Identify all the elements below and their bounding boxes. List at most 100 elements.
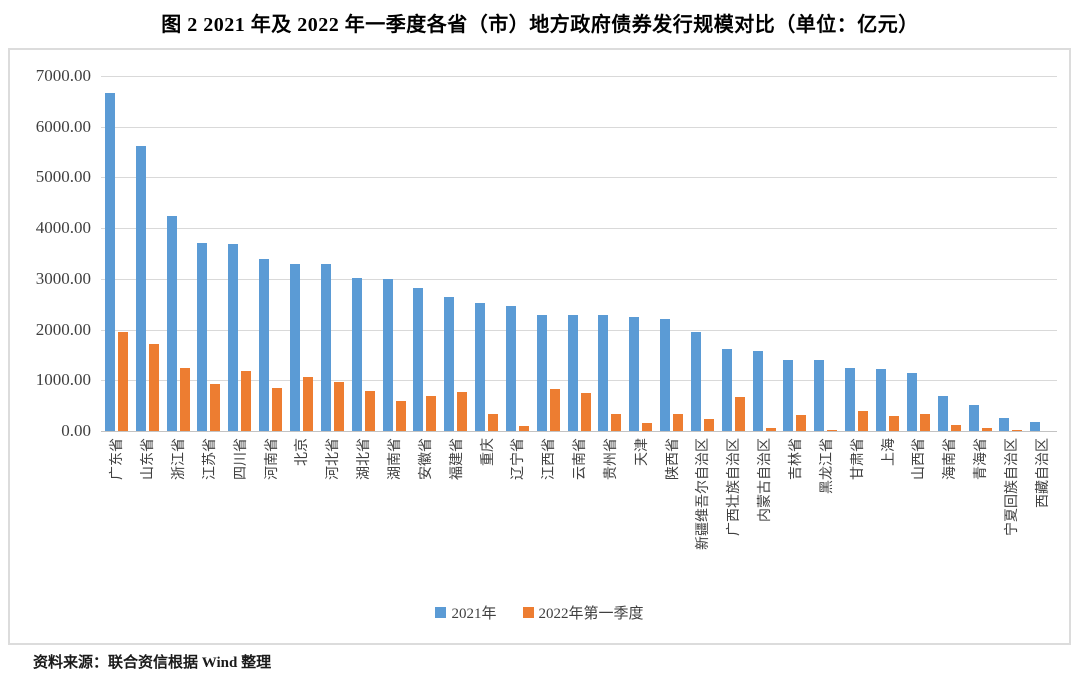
x-axis-label-text: 安徽省 <box>418 438 434 480</box>
x-axis-label: 重庆 <box>471 431 502 593</box>
bar-group <box>965 76 996 431</box>
x-axis-label-text: 湖北省 <box>357 438 373 480</box>
x-axis-label: 河南省 <box>255 431 286 593</box>
bar-2021 <box>567 314 578 431</box>
x-axis-label-text: 甘肃省 <box>850 438 866 480</box>
x-axis-label-text: 北京 <box>295 438 311 466</box>
x-axis-label: 新疆维吾尔自治区 <box>687 431 718 593</box>
bar-2021 <box>104 92 115 431</box>
bar-group <box>348 76 379 431</box>
chart-area: 7000.00 6000.00 5000.00 4000.00 3000.00 2000.… <box>8 48 1071 645</box>
bar-2022q1 <box>734 397 745 431</box>
x-axis-label: 陕西省 <box>656 431 687 593</box>
bar-2022q1 <box>364 390 375 431</box>
bar-2021 <box>382 278 393 431</box>
gridline <box>101 380 1057 382</box>
x-axis-label: 湖南省 <box>379 431 410 593</box>
bar-2021 <box>598 315 609 431</box>
bar-2021 <box>259 258 270 431</box>
x-axis-label-text: 海南省 <box>943 438 959 480</box>
x-axis-label: 吉林省 <box>780 431 811 593</box>
bar-2022q1 <box>919 413 930 431</box>
bar-2021 <box>876 369 887 431</box>
x-axis-label: 天津 <box>625 431 656 593</box>
bar-group <box>317 76 348 431</box>
x-axis-label: 贵州省 <box>595 431 626 593</box>
plot-area: 7000.00 6000.00 5000.00 4000.00 3000.00 2000.… <box>36 66 1057 550</box>
source-note: 资料来源：联合资信根据 Wind 整理 <box>33 655 272 671</box>
x-axis-label-text: 陕西省 <box>665 438 681 480</box>
x-axis-label: 辽宁省 <box>502 431 533 593</box>
x-axis-label: 浙江省 <box>163 431 194 593</box>
x-axis-label-text: 云南省 <box>573 438 589 480</box>
bar-2021 <box>135 146 146 431</box>
x-axis-label-text: 吉林省 <box>788 438 804 480</box>
bar-2022q1 <box>642 423 653 431</box>
x-axis-label-text: 新疆维吾尔自治区 <box>696 438 712 550</box>
gridline <box>101 177 1057 179</box>
bar-group <box>625 76 656 431</box>
bar-2021 <box>752 351 763 431</box>
bar-2021 <box>413 288 424 431</box>
gridline <box>101 329 1057 331</box>
x-axis-label-text: 内蒙古自治区 <box>758 438 774 522</box>
bar-2022q1 <box>796 415 807 431</box>
bar-2022q1 <box>889 415 900 431</box>
bar-2022q1 <box>518 425 529 431</box>
x-axis-label-text: 四川省 <box>233 438 249 480</box>
x-axis-label-text: 河南省 <box>264 438 280 480</box>
x-axis-label-text: 福建省 <box>449 438 465 480</box>
bar-2022q1 <box>858 410 869 431</box>
bar-2021 <box>1030 422 1041 431</box>
bar-2022q1 <box>488 414 499 431</box>
bar-2022q1 <box>426 396 437 431</box>
x-axis-label: 河北省 <box>317 431 348 593</box>
bar-2022q1 <box>117 331 128 431</box>
bar-2021 <box>629 316 640 431</box>
x-axis-label: 云南省 <box>564 431 595 593</box>
y-axis-tick-label: 1000.00 <box>35 370 91 390</box>
bar-group <box>841 76 872 431</box>
bar-group <box>255 76 286 431</box>
bar-2021 <box>937 395 948 431</box>
bars-row <box>101 76 1057 431</box>
bar-2021 <box>783 359 794 431</box>
bar-2021 <box>721 348 732 431</box>
x-axis-label-text: 湖南省 <box>388 438 404 480</box>
legend-item: 2022年第一季度 <box>522 602 644 623</box>
x-axis-label: 江苏省 <box>194 431 225 593</box>
bar-group <box>502 76 533 431</box>
bar-2022q1 <box>333 382 344 431</box>
x-axis-line <box>101 431 1057 432</box>
bar-group <box>533 76 564 431</box>
bar-2022q1 <box>210 384 221 431</box>
bar-2022q1 <box>950 424 961 431</box>
bar-group <box>872 76 903 431</box>
y-axis-tick-label: 2000.00 <box>35 319 91 339</box>
x-axis-label: 北京 <box>286 431 317 593</box>
gridline <box>101 76 1057 77</box>
bar-group <box>995 76 1026 431</box>
y-axis-tick-label: 5000.00 <box>35 167 91 187</box>
bar-group <box>440 76 471 431</box>
bar-group <box>101 76 132 431</box>
x-axis-label: 西藏自治区 <box>1026 431 1057 593</box>
bar-group <box>163 76 194 431</box>
x-axis-label-text: 浙江省 <box>172 438 188 480</box>
bar-group <box>132 76 163 431</box>
x-axis-label: 广东省 <box>101 431 132 593</box>
x-axis-label-text: 天津 <box>634 438 650 466</box>
bar-group <box>780 76 811 431</box>
x-axis-label: 广西壮族自治区 <box>718 431 749 593</box>
gridline <box>101 228 1057 230</box>
bar-2021 <box>197 243 208 431</box>
bar-2022q1 <box>703 418 714 431</box>
bar-2022q1 <box>272 387 283 431</box>
x-axis-label-text: 江苏省 <box>202 438 218 480</box>
bar-group <box>595 76 626 431</box>
legend-label: 2022年第一季度 <box>538 606 644 622</box>
y-axis-tick-label: 3000.00 <box>35 268 91 288</box>
bar-2021 <box>814 360 825 431</box>
x-axis-label-text: 河北省 <box>326 438 342 480</box>
x-axis-label: 黑龙江省 <box>810 431 841 593</box>
